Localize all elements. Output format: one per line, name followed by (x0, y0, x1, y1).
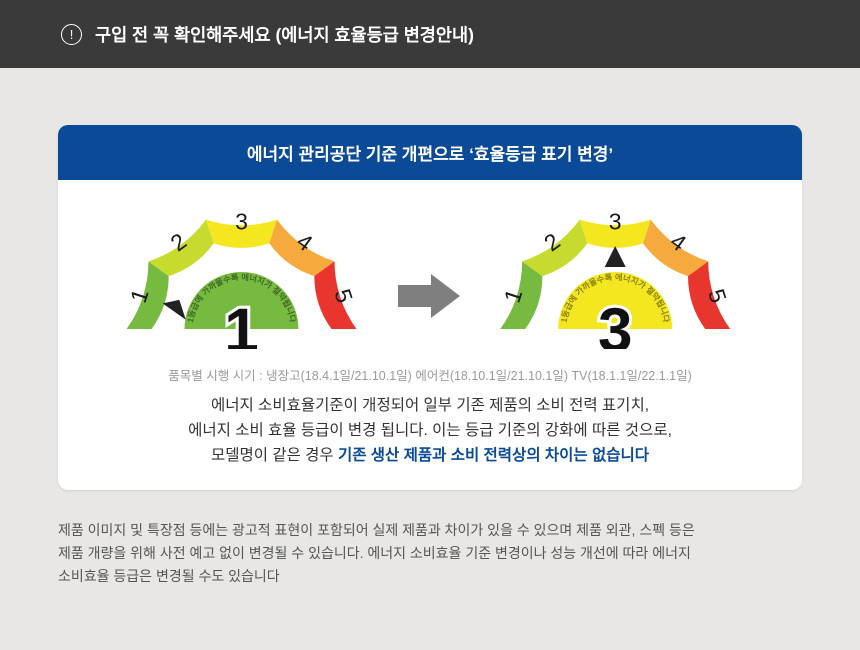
svg-text:3: 3 (609, 209, 622, 235)
svg-text:1: 1 (224, 296, 258, 349)
svg-text:3: 3 (598, 296, 632, 349)
svg-text:3: 3 (235, 209, 248, 235)
